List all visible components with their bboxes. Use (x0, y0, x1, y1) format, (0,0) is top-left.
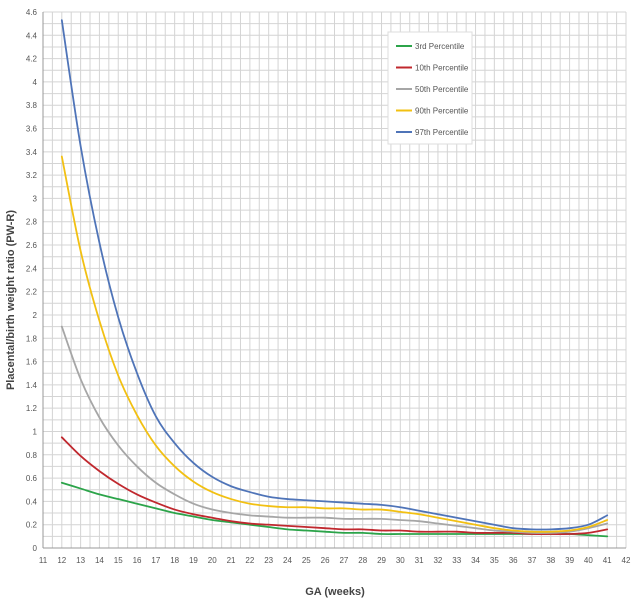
y-tick-label: 0.8 (26, 451, 38, 460)
series-line-50th-percentile (60, 325, 609, 534)
y-tick-label: 0 (33, 544, 38, 553)
legend-label-97th-percentile: 97th Percentile (415, 128, 469, 137)
series-line-97th-percentile (60, 19, 609, 531)
x-tick-label: 19 (189, 556, 198, 565)
y-tick-label: 2 (33, 311, 38, 320)
x-tick-label: 42 (622, 556, 631, 565)
y-tick-label: 2.6 (26, 241, 38, 250)
x-tick-label: 29 (377, 556, 386, 565)
x-tick-label: 39 (565, 556, 574, 565)
x-tick-label: 31 (415, 556, 424, 565)
x-tick-label: 23 (264, 556, 273, 565)
x-tick-label: 12 (57, 556, 66, 565)
legend-items: 3rd Percentile 10th Percentile 50th Percen… (396, 42, 469, 137)
x-tick-labels: 11 12 13 14 15 16 17 18 19 20 21 22 23 24 25 26 27 28 29 30… (39, 556, 631, 565)
x-axis-title: GA (weeks) (305, 586, 365, 598)
series-line-90th-percentile (60, 155, 609, 533)
x-tick-label: 34 (471, 556, 480, 565)
x-tick-label: 35 (490, 556, 499, 565)
y-tick-label: 4.2 (26, 55, 38, 64)
y-tick-label: 0.6 (26, 474, 38, 483)
series-line-3rd-percentile (60, 481, 609, 538)
y-tick-label: 3.2 (26, 171, 38, 180)
x-tick-label: 33 (452, 556, 461, 565)
x-tick-label: 22 (245, 556, 254, 565)
y-tick-label: 1.8 (26, 334, 38, 343)
y-tick-label: 3.8 (26, 101, 38, 110)
y-axis-title: Placental/birth weight ratio (PW-R) (5, 210, 17, 390)
x-tick-label: 17 (151, 556, 160, 565)
x-tick-label: 16 (133, 556, 142, 565)
x-tick-label: 14 (95, 556, 104, 565)
x-tick-label: 41 (603, 556, 612, 565)
series-layer (60, 19, 609, 538)
legend-label-10th-percentile: 10th Percentile (415, 64, 469, 73)
series-line-10th-percentile (60, 436, 609, 536)
y-tick-label: 4.4 (26, 31, 38, 40)
legend: 3rd Percentile 10th Percentile 50th Percen… (387, 31, 473, 145)
x-tick-label: 13 (76, 556, 85, 565)
x-tick-label: 40 (584, 556, 593, 565)
y-tick-label: 1.6 (26, 358, 38, 367)
y-tick-label: 0.4 (26, 497, 38, 506)
y-tick-label: 3.4 (26, 148, 38, 157)
y-tick-label: 4.6 (26, 8, 38, 17)
legend-label-90th-percentile: 90th Percentile (415, 107, 469, 116)
x-tick-label: 25 (302, 556, 311, 565)
x-tick-label: 37 (528, 556, 537, 565)
x-tick-label: 28 (358, 556, 367, 565)
y-tick-label: 1.2 (26, 404, 38, 413)
y-tick-label: 4 (33, 78, 38, 87)
y-tick-label: 1 (33, 427, 38, 436)
y-tick-label: 0.2 (26, 521, 38, 530)
y-tick-label: 2.4 (26, 264, 38, 273)
grid-layer (42, 11, 627, 549)
y-tick-label: 2.8 (26, 218, 38, 227)
y-tick-labels: 0 0.2 0.4 0.6 0.8 1 1.2 1.4 1.6 1.8 2 2.2 2.4 2.6 2.8 3… (26, 8, 38, 553)
y-tick-label: 2.2 (26, 288, 38, 297)
x-tick-label: 15 (114, 556, 123, 565)
x-tick-label: 20 (208, 556, 217, 565)
x-tick-label: 21 (227, 556, 236, 565)
x-tick-label: 27 (339, 556, 348, 565)
x-tick-label: 26 (321, 556, 330, 565)
x-tick-label: 36 (509, 556, 518, 565)
x-tick-label: 18 (170, 556, 179, 565)
y-tick-label: 3 (33, 194, 38, 203)
x-tick-label: 32 (433, 556, 442, 565)
x-tick-label: 24 (283, 556, 292, 565)
legend-label-3rd-percentile: 3rd Percentile (415, 42, 465, 51)
x-tick-label: 11 (39, 556, 48, 565)
x-tick-label: 30 (396, 556, 405, 565)
y-tick-label: 3.6 (26, 125, 38, 134)
legend-label-50th-percentile: 50th Percentile (415, 85, 469, 94)
y-tick-label: 1.4 (26, 381, 38, 390)
x-tick-label: 38 (546, 556, 555, 565)
